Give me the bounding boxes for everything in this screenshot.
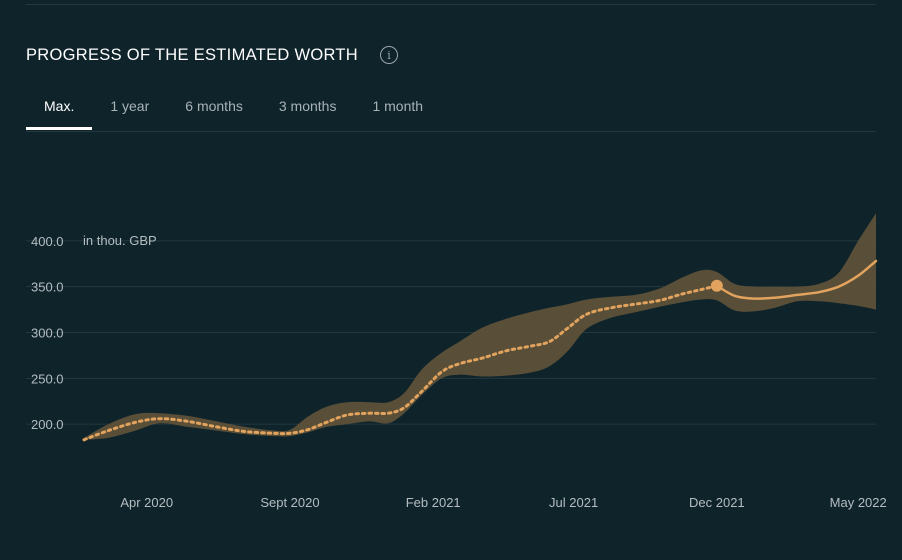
section-header: PROGRESS OF THE ESTIMATED WORTH i [26, 42, 398, 68]
y-tick-label: 250.0 [31, 371, 64, 386]
series-lines [82, 259, 878, 442]
x-tick-label: Sept 2020 [260, 495, 319, 510]
top-divider [26, 4, 876, 5]
tab-6-months[interactable]: 6 months [185, 98, 243, 114]
x-tick-label: Jul 2021 [549, 495, 598, 510]
tab-max[interactable]: Max. [26, 88, 93, 130]
tab-1-month[interactable]: 1 month [372, 98, 424, 114]
tab-3-months[interactable]: 3 months [278, 98, 337, 114]
y-tick-label: 350.0 [31, 280, 64, 295]
info-icon[interactable]: i [380, 46, 398, 64]
x-tick-label: May 2022 [830, 495, 887, 510]
worth-chart: 200.0 250.0 300.0 350.0 400.0 Apr 2020 Sept 2… [26, 213, 887, 510]
y-tick-label: 400.0 [31, 234, 64, 249]
projected-worth-line [715, 259, 878, 300]
x-tick-label: Dec 2021 [689, 495, 745, 510]
y-tick-label: 300.0 [31, 326, 64, 341]
estimate-range-band [84, 213, 876, 440]
tab-1-year[interactable]: 1 year [110, 98, 150, 114]
x-tick-label: Apr 2020 [120, 495, 173, 510]
y-axis-unit-label: in thou. GBP [83, 233, 157, 248]
current-value-marker[interactable] [710, 279, 723, 292]
y-tick-label: 200.0 [31, 417, 64, 432]
x-tick-label: Feb 2021 [406, 495, 461, 510]
current-marker [710, 279, 723, 292]
grid-lines [26, 240, 876, 425]
time-range-tabs: Max. 1 year 6 months 3 months 1 month [26, 88, 876, 132]
confidence-band [84, 213, 876, 440]
historical-worth-line [82, 284, 719, 442]
y-axis-labels: 200.0 250.0 300.0 350.0 400.0 [31, 234, 64, 432]
page-title: PROGRESS OF THE ESTIMATED WORTH [26, 45, 358, 64]
x-axis-labels: Apr 2020 Sept 2020 Feb 2021 Jul 2021 Dec 202… [120, 495, 886, 510]
